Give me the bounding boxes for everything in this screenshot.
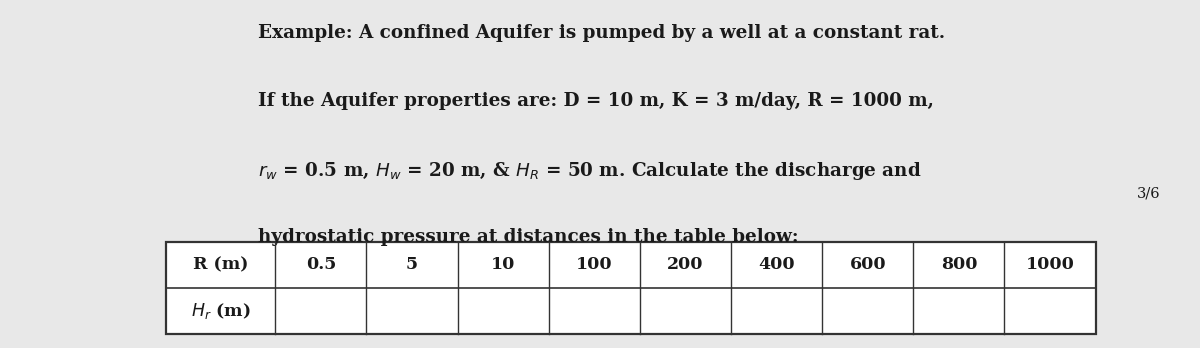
Text: 1000: 1000 [1026, 256, 1074, 274]
Text: 3/6: 3/6 [1136, 186, 1160, 200]
Text: If the Aquifer properties are: D = 10 m, K = 3 m/day, R = 1000 m,: If the Aquifer properties are: D = 10 m,… [258, 92, 934, 110]
Text: 800: 800 [941, 256, 977, 274]
Text: 400: 400 [758, 256, 794, 274]
Text: 10: 10 [491, 256, 515, 274]
Text: 0.5: 0.5 [306, 256, 336, 274]
Text: R (m): R (m) [193, 256, 248, 274]
Text: $H_r$ (m): $H_r$ (m) [191, 301, 251, 321]
Text: Example: A confined Aquifer is pumped by a well at a constant rat.: Example: A confined Aquifer is pumped by… [258, 24, 946, 42]
Text: 600: 600 [850, 256, 886, 274]
Text: 200: 200 [667, 256, 703, 274]
Text: 5: 5 [406, 256, 418, 274]
Text: hydrostatic pressure at distances in the table below:: hydrostatic pressure at distances in the… [258, 228, 799, 246]
Text: $r_w$ = 0.5 m, $H_w$ = 20 m, & $H_R$ = 50 m. Calculate the discharge and: $r_w$ = 0.5 m, $H_w$ = 20 m, & $H_R$ = 5… [258, 160, 922, 182]
Bar [166, 242, 1096, 334]
Text: 100: 100 [576, 256, 613, 274]
